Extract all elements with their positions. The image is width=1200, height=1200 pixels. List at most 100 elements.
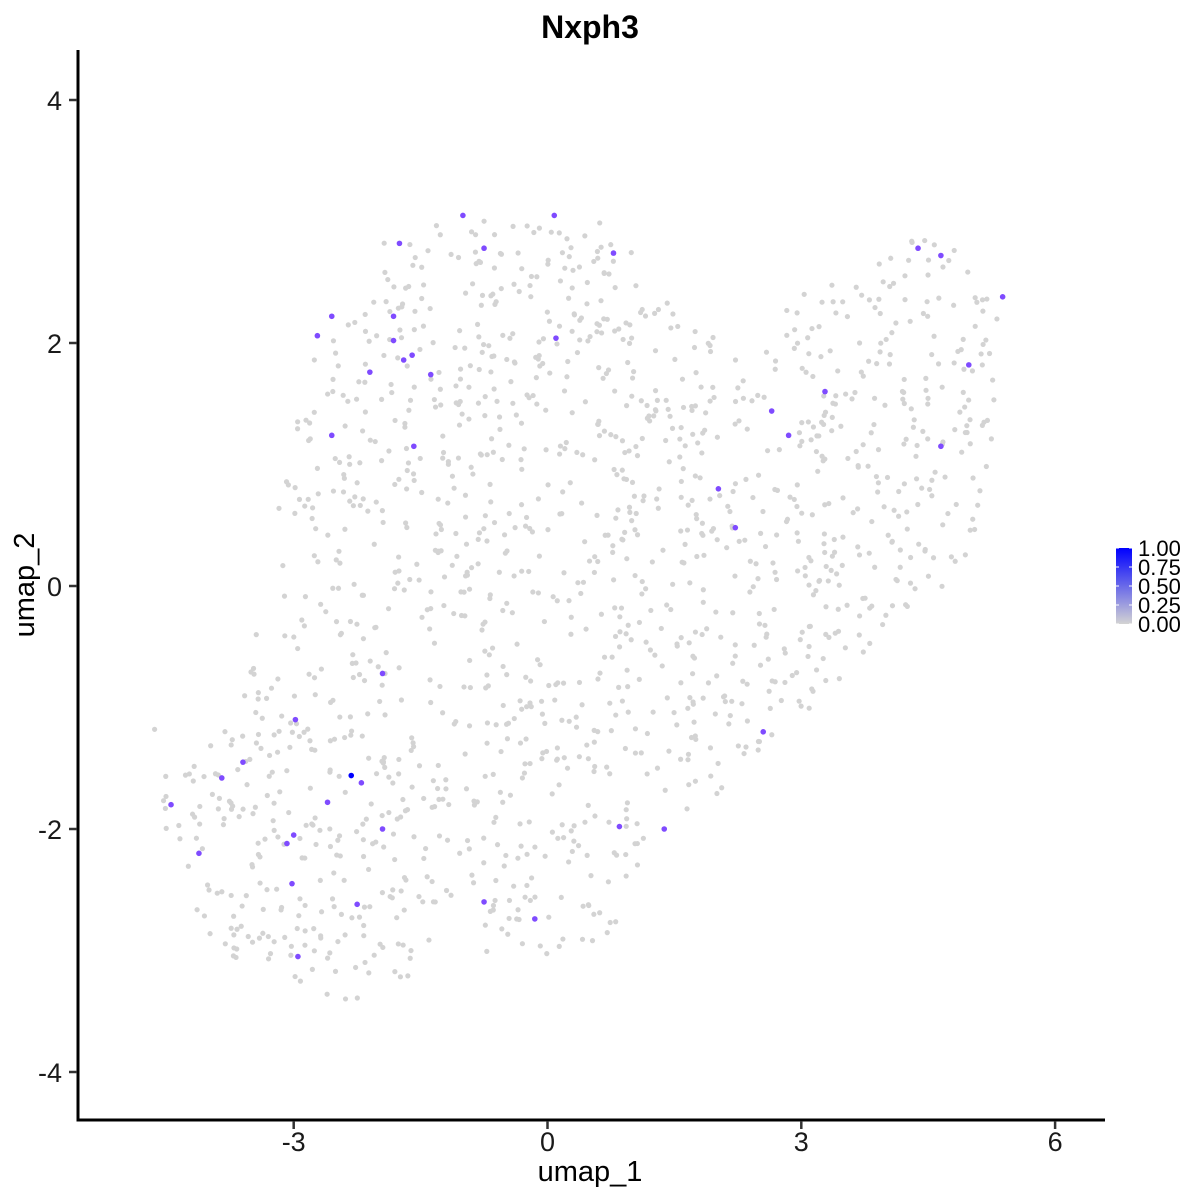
cell-point <box>234 926 240 932</box>
cell-point <box>960 389 966 395</box>
cell-point <box>428 699 434 706</box>
cell-point <box>379 508 385 514</box>
cell-point <box>751 642 757 648</box>
cell-point <box>242 693 248 699</box>
cell-point <box>889 603 896 609</box>
cell-point <box>860 649 866 655</box>
cell-point <box>972 526 978 533</box>
cell-point <box>361 677 368 684</box>
cell-point <box>894 578 900 584</box>
cell-point <box>925 395 931 401</box>
cell-point <box>567 480 573 486</box>
cell-point <box>980 308 986 314</box>
cell-point <box>206 887 212 893</box>
cell-point <box>629 393 635 399</box>
cell-point <box>534 657 541 663</box>
cell-point <box>568 828 574 834</box>
cell-point <box>275 676 281 682</box>
cell-point <box>291 693 298 699</box>
cell-point <box>685 757 691 763</box>
cell-point <box>632 726 639 732</box>
cell-point <box>732 642 738 648</box>
expressed-cell-point <box>785 432 792 439</box>
cell-point <box>799 438 805 445</box>
cell-point <box>761 394 767 400</box>
cell-point <box>526 819 532 825</box>
cell-point <box>420 323 427 329</box>
cell-point <box>763 349 770 355</box>
cell-point <box>632 750 639 756</box>
expressed-cell-point <box>295 953 301 960</box>
cell-point <box>404 524 410 531</box>
cell-point <box>177 836 183 842</box>
cell-point <box>228 742 234 748</box>
cell-point <box>433 223 440 229</box>
cell-point <box>288 720 294 726</box>
cell-point <box>822 502 828 508</box>
cell-point <box>653 408 659 414</box>
cell-point <box>457 328 463 334</box>
cell-point <box>925 436 931 442</box>
cell-point <box>810 424 817 430</box>
cell-point <box>419 489 425 496</box>
cell-point <box>717 492 723 499</box>
cell-point <box>420 899 426 905</box>
x-axis-ticks: -3 0 3 6 <box>282 1121 1063 1157</box>
cell-point <box>564 765 571 771</box>
y-tick-label: -4 <box>38 1058 62 1088</box>
cell-point <box>498 748 504 755</box>
cell-point <box>360 853 367 860</box>
cell-point <box>560 835 567 841</box>
cell-point <box>617 614 623 620</box>
cell-point <box>568 245 574 251</box>
cell-point <box>390 780 396 786</box>
cell-point <box>939 384 945 390</box>
cell-point <box>428 605 434 612</box>
cell-point <box>744 426 750 432</box>
cell-point <box>959 449 965 455</box>
cell-point <box>338 911 345 917</box>
cell-point <box>416 577 422 583</box>
expressed-cell-point <box>240 759 246 765</box>
cell-point <box>735 743 741 749</box>
cell-point <box>507 792 514 798</box>
cell-point <box>504 600 510 606</box>
cell-point <box>412 308 418 314</box>
cell-point <box>852 389 858 396</box>
cell-point <box>317 827 323 833</box>
cell-point <box>518 420 525 426</box>
cell-point <box>689 403 695 410</box>
cell-point <box>853 284 859 290</box>
cell-point <box>986 350 993 357</box>
cell-point <box>570 267 576 273</box>
expressed-cell-point <box>661 826 668 832</box>
cell-point <box>457 850 463 856</box>
cell-point <box>806 705 812 711</box>
cell-point <box>462 492 469 498</box>
expressed-cell-point <box>616 823 623 830</box>
cell-point <box>335 837 341 843</box>
cell-point <box>440 433 446 439</box>
cell-point <box>367 904 373 910</box>
cell-point <box>682 541 688 547</box>
cell-point <box>935 361 942 367</box>
cell-point <box>614 472 620 478</box>
cell-point <box>678 478 684 485</box>
cell-point <box>565 358 571 365</box>
cell-point <box>877 349 883 355</box>
cell-point <box>302 902 308 909</box>
cell-point <box>584 742 590 748</box>
cell-point <box>528 273 535 280</box>
cell-point <box>792 327 798 333</box>
cell-point <box>404 486 410 492</box>
cell-point <box>769 732 775 738</box>
cell-point <box>878 340 884 346</box>
cell-point <box>903 602 909 608</box>
cell-point <box>608 432 614 438</box>
cell-point <box>336 459 343 466</box>
cell-point <box>432 804 438 810</box>
cell-point <box>379 458 385 464</box>
cell-point <box>428 589 434 595</box>
cell-point <box>736 538 742 544</box>
cell-point <box>924 299 930 305</box>
